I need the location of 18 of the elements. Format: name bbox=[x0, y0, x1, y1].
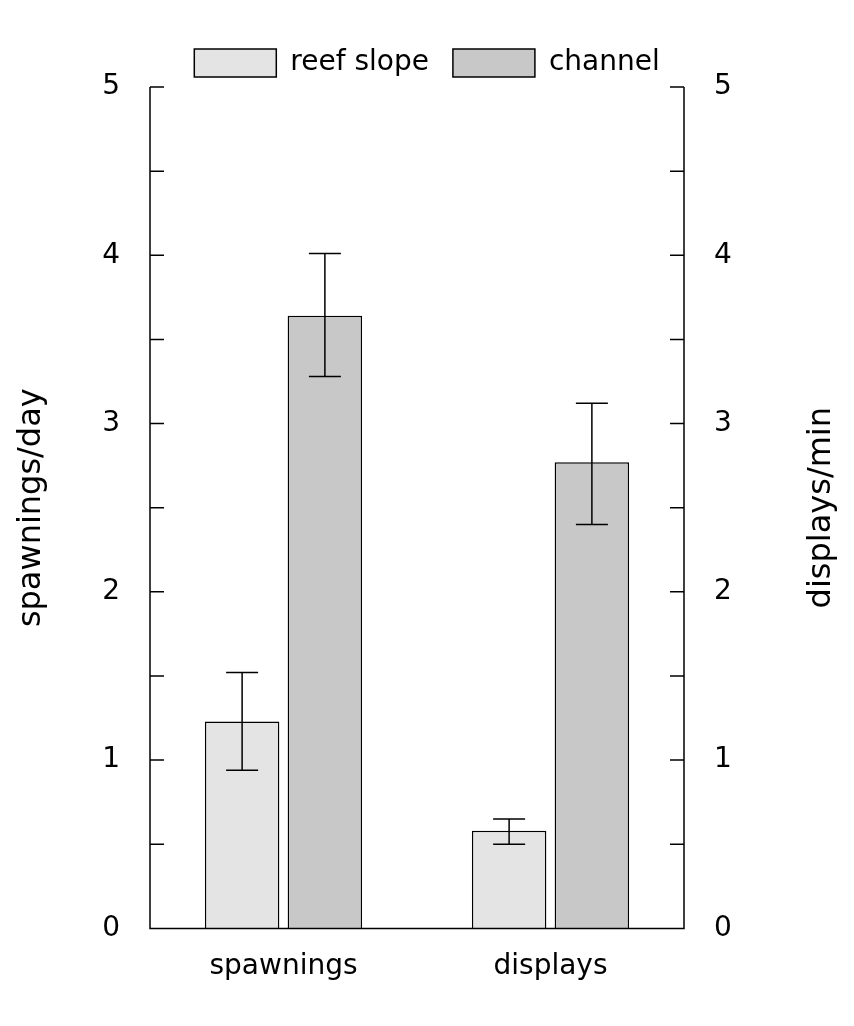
y-tick-label: 1 bbox=[102, 741, 120, 775]
y-tick-label: 4 bbox=[102, 236, 120, 270]
y2-tick-label: 0 bbox=[714, 909, 732, 943]
y-tick-label: 5 bbox=[102, 68, 120, 102]
x-tick-label: spawnings bbox=[209, 948, 358, 982]
y-axis-title: spawnings/day bbox=[10, 388, 49, 628]
y2-tick-label: 3 bbox=[714, 404, 732, 438]
y2-tick-label: 2 bbox=[714, 573, 732, 607]
y2-tick-label: 4 bbox=[714, 236, 732, 270]
y-tick-label: 3 bbox=[102, 404, 120, 438]
legend-label: reef slope bbox=[290, 44, 429, 78]
y2-tick-label: 5 bbox=[714, 68, 732, 102]
y-tick-label: 2 bbox=[102, 573, 120, 607]
y-tick-label: 0 bbox=[102, 909, 120, 943]
y2-axis-title: displays/min bbox=[800, 406, 839, 609]
legend-label: channel bbox=[548, 44, 660, 78]
x-tick-label: displays bbox=[493, 948, 608, 982]
y2-tick-label: 1 bbox=[714, 741, 732, 775]
